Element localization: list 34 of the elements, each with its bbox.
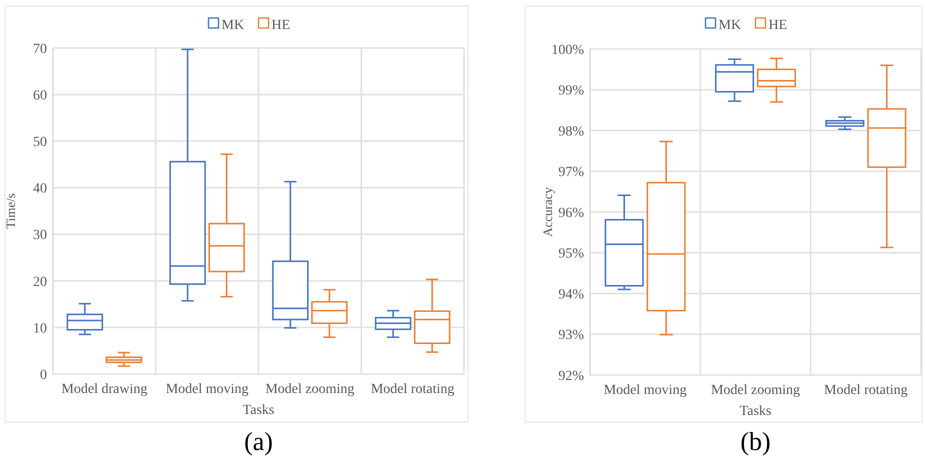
y-tick-label: 94% [558,287,584,302]
text: (b) [740,427,771,456]
y-tick-label: 97% [558,165,584,180]
y-tick-label: 60 [33,88,47,104]
y-tick-label: 93% [558,328,584,344]
x-axis-title: Tasks [740,404,772,419]
x-tick-label: Model drawing [61,382,148,397]
y-axis-title: Accuracy [540,186,555,237]
legend-label: HE [272,18,290,33]
y-tick-label: 70 [33,42,47,57]
x-tick-label: Model rotating [824,383,908,398]
text: (a) [244,427,273,456]
y-tick-label: 98% [558,124,584,140]
y-tick-label: 92% [558,368,584,384]
y-tick-label: 20 [33,274,47,290]
x-tick-label: Model moving [604,383,687,398]
y-tick-label: 30 [33,228,47,244]
y-tick-label: 10 [33,321,47,336]
x-tick-label: Model rotating [370,382,454,397]
y-tick-label: 100% [551,42,584,58]
y-tick-label: 0 [40,368,47,383]
y-tick-label: 50 [33,135,47,150]
legend-label: MK [718,18,742,33]
x-tick-label: Model moving [166,382,249,397]
y-tick-label: 99% [558,84,584,99]
y-tick-label: 96% [558,206,584,221]
x-tick-label: Model zooming [710,383,800,398]
y-tick-label: 95% [558,246,584,262]
x-tick-label: Model zooming [265,382,354,397]
y-tick-label: 40 [33,182,47,197]
legend-label: HE [768,18,788,33]
y-axis-title: Time/s [3,193,18,229]
legend-label: MK [222,18,244,33]
x-axis-title: Tasks [242,403,274,418]
